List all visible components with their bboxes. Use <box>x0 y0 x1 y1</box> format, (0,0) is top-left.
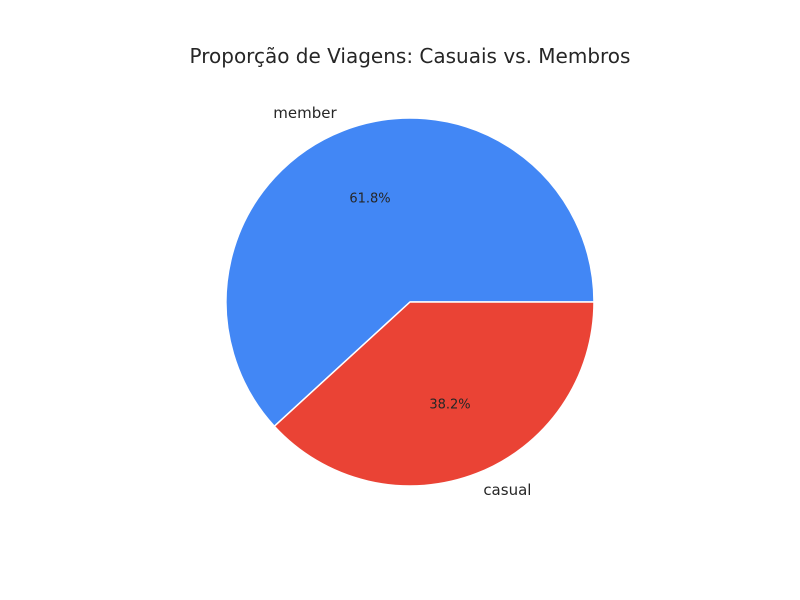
slice-label-member: member <box>273 104 337 122</box>
pie-slices <box>225 117 595 487</box>
pie-labels: member 61.8% casual 38.2% <box>273 104 531 499</box>
slice-label-casual: casual <box>483 481 531 499</box>
pie-slice-casual <box>273 301 595 487</box>
slice-pct-label-member: 61.8% <box>349 192 390 207</box>
pie-slice-member <box>225 117 595 428</box>
slice-pct-label-casual: 38.2% <box>429 397 470 412</box>
chart-title: Proporção de Viagens: Casuais vs. Membro… <box>190 44 631 68</box>
